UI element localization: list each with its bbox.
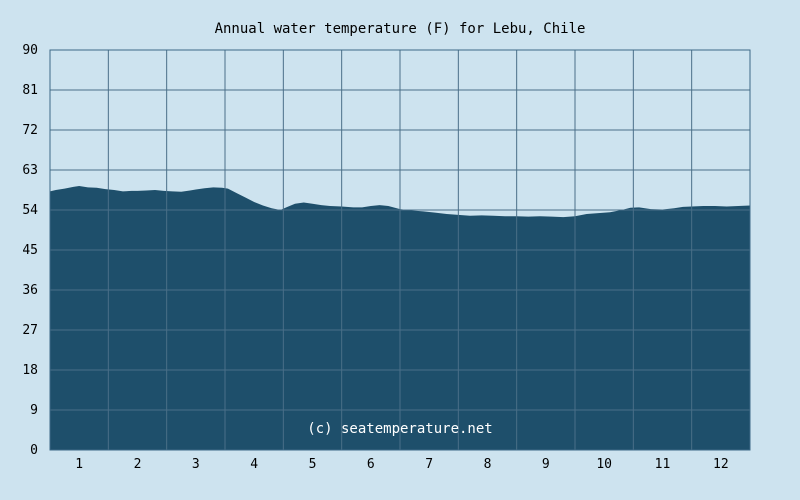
y-tick-label: 18	[22, 363, 38, 378]
x-tick-label: 8	[484, 457, 492, 472]
x-tick-label: 12	[713, 457, 729, 472]
y-tick-label: 90	[22, 43, 38, 58]
y-tick-label: 54	[22, 203, 38, 218]
y-tick-label: 36	[22, 283, 38, 298]
x-tick-label: 5	[309, 457, 317, 472]
x-tick-label: 6	[367, 457, 375, 472]
watermark: (c) seatemperature.net	[307, 421, 492, 437]
plot-frame	[49, 49, 751, 451]
y-tick-label: 0	[30, 443, 38, 458]
chart-title: Annual water temperature (F) for Lebu, C…	[215, 21, 586, 37]
y-tick-label: 45	[22, 243, 38, 258]
y-tick-label: 27	[22, 323, 38, 338]
x-tick-label: 2	[134, 457, 142, 472]
x-tick-label: 7	[425, 457, 433, 472]
y-tick-label: 72	[22, 123, 38, 138]
x-tick-label: 11	[655, 457, 671, 472]
y-axis-ticks: 0 9 18 27 36 45 54 63 72 81 90	[22, 43, 38, 458]
y-tick-label: 63	[22, 163, 38, 178]
x-tick-label: 1	[75, 457, 83, 472]
x-axis-ticks: 1 2 3 4 5 6 7 8 9 10 11 12	[75, 457, 728, 472]
x-tick-label: 4	[250, 457, 258, 472]
x-tick-label: 10	[596, 457, 612, 472]
y-tick-label: 81	[22, 83, 38, 98]
x-tick-label: 9	[542, 457, 550, 472]
x-tick-label: 3	[192, 457, 200, 472]
y-tick-label: 9	[30, 403, 38, 418]
